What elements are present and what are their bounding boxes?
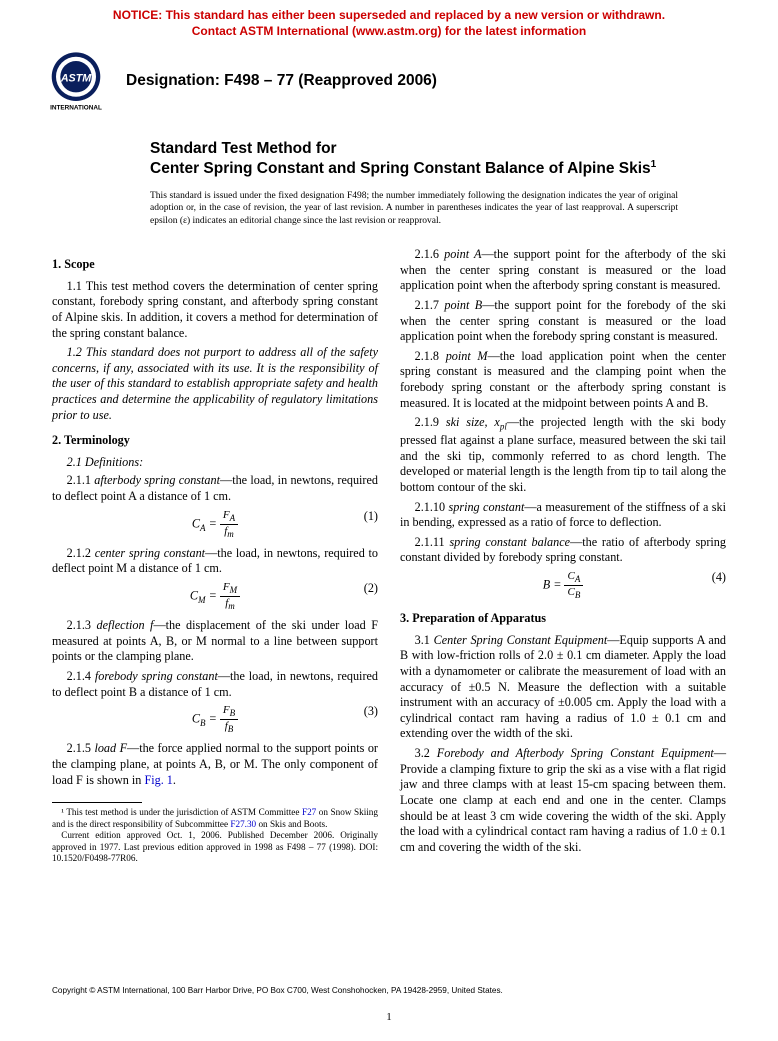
def-ski-size: 2.1.9 ski size, xpl—the projected length… — [400, 415, 726, 495]
def-afterbody: 2.1.1 afterbody spring constant—the load… — [52, 473, 378, 504]
apparatus-head: 3. Preparation of Apparatus — [400, 611, 726, 627]
left-column: 1. Scope 1.1 This test method covers the… — [52, 247, 378, 865]
scope-1-1: 1.1 This test method covers the determin… — [52, 279, 378, 341]
def-point-a: 2.1.6 point A—the support point for the … — [400, 247, 726, 294]
fig1-link[interactable]: Fig. 1 — [144, 773, 172, 787]
astm-logo: ASTM INTERNATIONAL — [40, 51, 112, 111]
equation-4: B = CACB (4) — [400, 570, 726, 601]
def-forebody: 2.1.4 forebody spring constant—the load,… — [52, 669, 378, 700]
def-center: 2.1.2 center spring constant—the load, i… — [52, 546, 378, 577]
title-pretitle: Standard Test Method for — [150, 139, 688, 158]
apparatus-3-1: 3.1 Center Spring Constant Equipment—Equ… — [400, 633, 726, 742]
def-point-b: 2.1.7 point B—the support point for the … — [400, 298, 726, 345]
equation-2: CM = FMfm (2) — [52, 581, 378, 612]
page-number: 1 — [0, 1011, 778, 1023]
def-point-m: 2.1.8 point M—the load application point… — [400, 349, 726, 411]
title-main: Center Spring Constant and Spring Consta… — [150, 159, 688, 179]
terminology-head: 2. Terminology — [52, 433, 378, 449]
title-block: Standard Test Method for Center Spring C… — [0, 139, 778, 178]
scope-1-2: 1.2 This standard does not purport to ad… — [52, 345, 378, 423]
subcommittee-link[interactable]: F27.30 — [230, 819, 256, 829]
body-columns: 1. Scope 1.1 This test method covers the… — [0, 227, 778, 865]
scope-head: 1. Scope — [52, 257, 378, 273]
svg-text:ASTM: ASTM — [60, 73, 92, 85]
footnote-1: ¹ This test method is under the jurisdic… — [52, 807, 378, 830]
footnote-2: Current edition approved Oct. 1, 2006. P… — [52, 830, 378, 865]
def-load: 2.1.5 load F—the force applied normal to… — [52, 741, 378, 788]
committee-link[interactable]: F27 — [302, 807, 316, 817]
def-deflection: 2.1.3 deflection f—the displacement of t… — [52, 618, 378, 665]
right-column: 2.1.6 point A—the support point for the … — [400, 247, 726, 865]
svg-text:INTERNATIONAL: INTERNATIONAL — [50, 105, 102, 111]
def-spring-constant: 2.1.10 spring constant—a measurement of … — [400, 500, 726, 531]
notice-line2: Contact ASTM International (www.astm.org… — [40, 24, 738, 40]
apparatus-3-2: 3.2 Forebody and Afterbody Spring Consta… — [400, 746, 726, 855]
notice-line1: NOTICE: This standard has either been su… — [40, 8, 738, 24]
notice-banner: NOTICE: This standard has either been su… — [0, 0, 778, 43]
footnote-rule — [52, 802, 142, 803]
copyright: Copyright © ASTM International, 100 Barr… — [52, 986, 726, 995]
equation-3: CB = FBfB (3) — [52, 704, 378, 735]
header: ASTM INTERNATIONAL Designation: F498 – 7… — [0, 43, 778, 121]
def-balance: 2.1.11 spring constant balance—the ratio… — [400, 535, 726, 566]
designation: Designation: F498 – 77 (Reapproved 2006) — [126, 72, 437, 90]
equation-1: CA = FAfm (1) — [52, 509, 378, 540]
issued-note: This standard is issued under the fixed … — [0, 178, 778, 227]
definitions-head: 2.1 Definitions: — [52, 455, 378, 471]
